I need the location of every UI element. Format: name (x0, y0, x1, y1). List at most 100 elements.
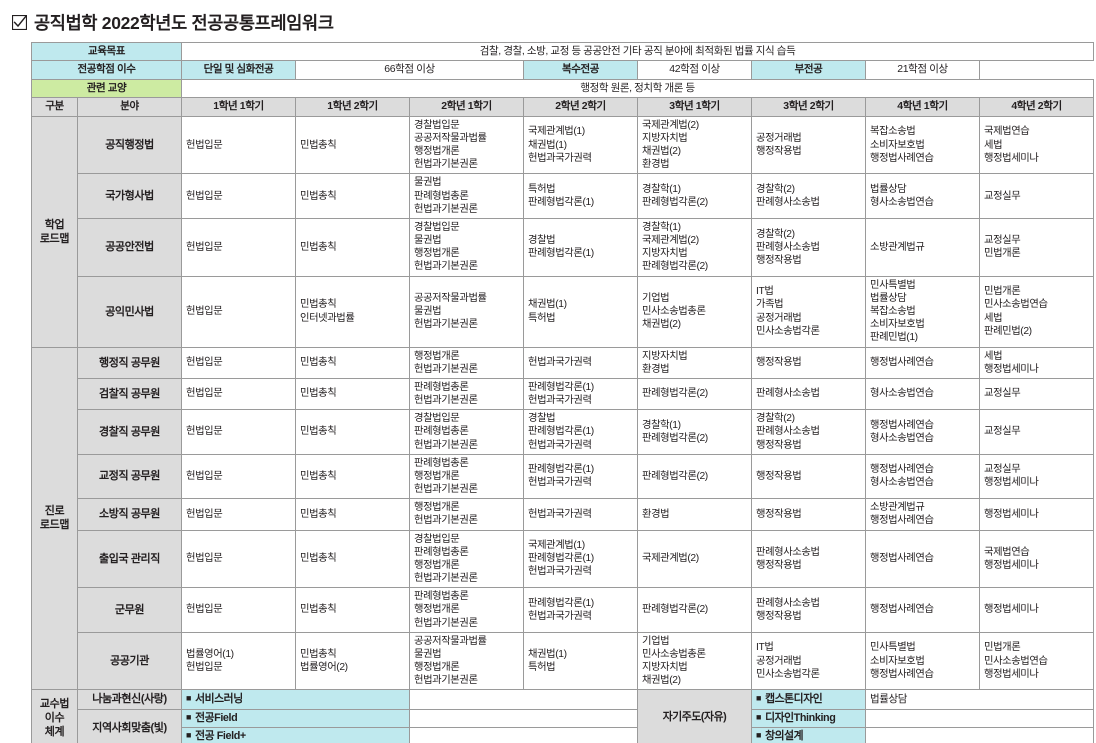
course-item: 민법총칙 (300, 241, 337, 253)
course-cell: 헌법입문 (181, 115, 297, 175)
course-item: 복잡소송법 (870, 305, 916, 317)
course-item: 물권법 (414, 305, 442, 317)
course-item: 채권법(1) (528, 139, 567, 151)
course-item: 판례형법각론(1) (528, 426, 594, 438)
course-item: 공정거래법 (756, 655, 802, 667)
course-item: 지방자치법 (642, 662, 688, 674)
course-cell: 기업법 민사소송법총론 지방자치법 채권법(2) (637, 631, 753, 691)
course-cell: 교정실무 (979, 377, 1095, 411)
course-cell: 채권법(1) 특허법 (523, 275, 639, 348)
course-item: 민사특별법 (870, 279, 916, 291)
course-item: 행정법세미나 (984, 363, 1039, 375)
course-cell: 경찰법입문 공공저작물과법률 행정법개론 헌법과기본권론 (409, 115, 525, 175)
course-item: 행정작용법 (756, 254, 802, 266)
course-cell: 경찰법입문 판례형법총론 헌법과기본권론 (409, 409, 525, 455)
course-item: 행정법사례연습 (870, 668, 934, 680)
course-item: 기업법 (642, 635, 670, 647)
row-field-label: 공직행정법 (76, 115, 183, 175)
course-item: 경찰학(2) (756, 184, 795, 196)
table-row: 학업 로드맵 공직행정법 헌법입문 민법총칙 경찰법입문 공공저작물과법률 행정법개론 헌법과기… (31, 115, 1095, 348)
course-item: 헌법과국가권력 (528, 395, 592, 407)
course-item: 민법개론 (984, 642, 1021, 654)
page-title: 공직법학 2022학년도 전공공통프레임워크 (34, 13, 334, 33)
course-cell: 민사특별법 법률상담 복잡소송법 소비자보호법 판례민법(1) (865, 275, 981, 348)
course-item: 소방관계법규 (870, 241, 925, 253)
course-item: 물권법 (414, 177, 442, 189)
credit-type-1: 복수전공 (523, 60, 639, 80)
column-header-field: 분야 (76, 97, 183, 117)
row-field-label: 공익민사법 (76, 275, 183, 348)
course-cell: 헌법입문 (181, 529, 297, 589)
course-item: 국제관계법(1) (528, 126, 585, 138)
course-item: 경찰학(1) (642, 184, 681, 196)
course-item: 행정법사례연습 (870, 515, 934, 527)
course-item: 교정실무 (984, 464, 1021, 476)
course-cell: 행정법사례연습 형사소송법연습 (865, 409, 981, 455)
course-item: 형사소송법연습 (870, 197, 934, 209)
table-row: 교정직 공무원 헌법입문 민법총칙 판례형법총론 행정법개론 헌법과기본권론 판례형법각론(… (32, 453, 1095, 500)
course-item: 행정법세미나 (984, 668, 1039, 680)
course-cell: 소방관계법규 (865, 217, 981, 277)
row-field-label: 행정직 공무원 (76, 346, 183, 379)
table-row: 경찰직 공무원 헌법입문 민법총칙 경찰법입문 판례형법총론 헌법과기본권론 경찰법 판례형법… (32, 409, 1095, 455)
course-item: 행정법개론 (414, 470, 460, 482)
course-item: 행정법사례연습 (870, 152, 934, 164)
course-cell: 민법총칙 (295, 377, 411, 411)
course-item: 국제관계법(2) (642, 553, 699, 565)
course-item: 판례형사소송법 (756, 426, 820, 438)
course-item: 법률상담 (870, 292, 907, 304)
course-cell: 법률상담 형사소송법연습 (865, 173, 981, 219)
course-item: 물권법 (414, 648, 442, 660)
section-label-1: 진로 로드맵 (31, 346, 78, 691)
row-field-label: 소방직 공무원 (76, 498, 183, 531)
course-item: 공공저작물과법률 (414, 132, 487, 144)
course-cell: 판례형사소송법 행정작용법 (751, 529, 867, 589)
course-item: 공정거래법 (756, 132, 802, 144)
table-row: 출입국 관리직 헌법입문 민법총칙 경찰법입문 판례형법총론 행정법개론 헌법과기본권론 국제… (32, 529, 1095, 589)
course-item: 행정법세미나 (984, 604, 1039, 616)
course-cell: 민법총칙 (295, 409, 411, 455)
course-cell: 교정실무 민법개론 (979, 217, 1095, 277)
course-item: 헌법입문 (186, 357, 223, 369)
course-item: 판례형법각론(2) (642, 604, 708, 616)
course-cell: 형사소송법연습 (865, 377, 981, 411)
course-item: 민법총칙 (300, 139, 337, 151)
course-item: 민사소송법총론 (642, 305, 706, 317)
credit-value-0: 66학점 이상 (295, 60, 525, 80)
course-cell: 교정실무 행정법세미나 (979, 453, 1095, 500)
bullet-square-icon: ■ (186, 711, 192, 722)
course-item: 형사소송법연습 (870, 432, 934, 444)
course-item: 국제법연습 (984, 126, 1030, 138)
course-cell: 헌법입문 (181, 377, 297, 411)
course-cell: 경찰학(2) 판례형사소송법 행정작용법 (751, 217, 867, 277)
course-cell: 판례형법각론(2) (637, 587, 753, 633)
course-item: 헌법과국가권력 (528, 566, 592, 578)
course-item: 헌법과기본권론 (414, 617, 478, 629)
course-item: 헌법과기본권론 (414, 395, 478, 407)
course-item: 행정법사례연습 (870, 604, 934, 616)
major-credits-row: 전공학점 이수 단일 및 심화전공 66학점 이상 복수전공 42학점 이상 부전공 21학… (30, 60, 1094, 80)
course-cell: 민법총칙 법률영어(2) (295, 631, 411, 691)
teaching-item-right-0: ■ 캡스톤디자인 (751, 689, 867, 710)
course-item: 행정법세미나 (984, 508, 1039, 520)
course-cell: 판례형사소송법 (751, 377, 867, 411)
course-item: 헌법과기본권론 (414, 484, 478, 496)
course-cell: 민법총칙 (295, 587, 411, 633)
course-item: 채권법(2) (642, 146, 681, 158)
course-item: 헌법입문 (186, 305, 223, 317)
course-cell: 헌법입문 (181, 275, 297, 348)
teaching-item-left-value-1 (409, 708, 639, 729)
course-item: 행정법사례연습 (870, 419, 934, 431)
course-cell: 헌법입문 (181, 587, 297, 633)
course-item: 민법총칙 (300, 648, 337, 660)
course-item: 교정실무 (984, 426, 1021, 438)
course-cell: 경찰법입문 물권법 행정법개론 헌법과기본권론 (409, 217, 525, 277)
course-item: 헌법입문 (186, 662, 223, 674)
section-label-0: 학업 로드맵 (31, 115, 78, 348)
course-item: 판례형법각론(2) (642, 197, 708, 209)
row-field-label: 공공안전법 (76, 217, 183, 277)
course-item: 판례형법각론(2) (642, 432, 708, 444)
course-cell: 행정법사례연습 (865, 529, 981, 589)
course-item: 헌법과기본권론 (414, 515, 478, 527)
course-item: 지방자치법 (642, 350, 688, 362)
